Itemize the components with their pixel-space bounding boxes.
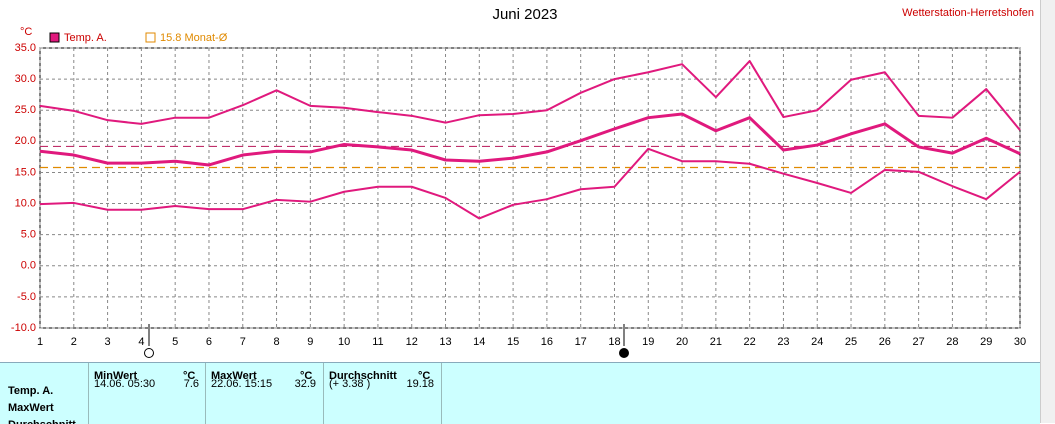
plot-area: [39, 47, 1021, 329]
x-tick-label: 11: [372, 336, 383, 348]
cell-text: 14.06. 05:30: [94, 378, 156, 390]
x-tick-label: 21: [710, 336, 722, 348]
column-divider: [205, 363, 206, 424]
legend-swatch: [145, 32, 156, 43]
x-tick-label: 26: [879, 336, 891, 348]
x-tick-label: 27: [912, 336, 924, 348]
cell-value: 32.9: [294, 378, 316, 390]
cell-text: 22.06. 15:15: [211, 378, 273, 390]
x-tick-label: 1: [37, 336, 43, 348]
x-tick-label: 13: [439, 336, 451, 348]
x-tick-label: 8: [273, 336, 279, 348]
station-name: Wetterstation-Herretshofen: [902, 7, 1034, 19]
chart: Juni 2023 Wetterstation-Herretshofen °C …: [11, 6, 1034, 358]
y-tick-label: -10.0: [11, 322, 36, 334]
x-tick-label: 5: [172, 336, 178, 348]
x-tick-label: 22: [744, 336, 756, 348]
row-label: Temp. A.: [8, 385, 54, 397]
column-unit: °C: [183, 370, 196, 382]
x-tick-label: 15: [507, 336, 519, 348]
y-tick-label: 0.0: [21, 260, 36, 272]
x-tick-label: 9: [307, 336, 313, 348]
y-tick-label: -5.0: [17, 291, 36, 303]
x-tick-label: 3: [105, 336, 111, 348]
column-divider: [441, 363, 442, 424]
cell-text: (+ 3.38 ): [329, 378, 371, 390]
y-tick-label: 10.0: [15, 197, 36, 209]
x-tick-label: 14: [473, 336, 485, 348]
column-header: MinWert: [94, 370, 138, 382]
column-header: MaxWert: [211, 370, 257, 382]
y-tick-label: 30.0: [15, 73, 36, 85]
column-unit: °C: [418, 370, 431, 382]
full-moon-icon: [144, 348, 154, 358]
x-tick-label: 10: [338, 336, 350, 348]
y-tick-label: 25.0: [15, 104, 36, 116]
legend-label: 15.8 Monat-Ø: [160, 32, 228, 44]
x-tick-label: 20: [676, 336, 688, 348]
legend-swatch: [49, 32, 60, 43]
x-tick-label: 2: [71, 336, 77, 348]
column-header: Durchschnitt: [329, 370, 397, 382]
x-tick-label: 23: [777, 336, 789, 348]
scrollbar: [1040, 0, 1055, 423]
x-tick-label: 16: [541, 336, 553, 348]
x-tick-label: 4: [138, 336, 144, 348]
cell-value: 7.6: [183, 378, 199, 390]
x-tick-label: 18: [608, 336, 620, 348]
temperature-line: [39, 112, 1021, 167]
temperature-line: [39, 60, 1021, 131]
x-tick-label: 25: [845, 336, 857, 348]
x-tick-label: 6: [206, 336, 212, 348]
column-divider: [323, 363, 324, 424]
temperature-line: [39, 147, 1021, 220]
y-tick-label: 35.0: [15, 42, 36, 54]
x-tick-label: 30: [1014, 336, 1026, 348]
x-tick-label: 28: [946, 336, 958, 348]
column-unit: °C: [300, 370, 313, 382]
row-label: MaxWert: [8, 402, 54, 414]
stats-panel: MinWert °C MaxWert °C Durchschnitt °C Temp. A.…: [0, 362, 1040, 424]
y-unit: °C: [20, 26, 32, 38]
x-tick-label: 17: [575, 336, 587, 348]
column-divider: [88, 363, 89, 424]
legend-label: Temp. A.: [64, 32, 107, 44]
x-tick-label: 29: [980, 336, 992, 348]
x-tick-label: 12: [406, 336, 418, 348]
y-tick-label: 20.0: [15, 135, 36, 147]
x-tick-label: 7: [240, 336, 246, 348]
y-tick-label: 15.0: [15, 166, 36, 178]
chart-title: Juni 2023: [492, 6, 557, 23]
row-label: Durchschnitt: [8, 419, 76, 424]
x-tick-label: 24: [811, 336, 823, 348]
cell-value: 19.18: [406, 378, 434, 390]
y-tick-label: 5.0: [21, 229, 36, 241]
x-tick-label: 19: [642, 336, 654, 348]
new-moon-icon: [619, 348, 629, 358]
